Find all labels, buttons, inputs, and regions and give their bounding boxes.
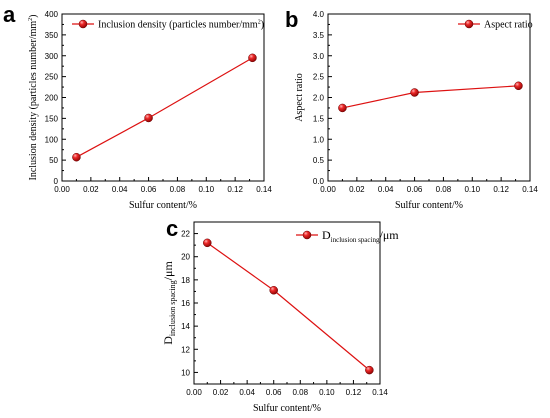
legend-label: Dinclusion spacing/μm [322, 228, 399, 244]
data-point [514, 81, 523, 91]
x-tick-label: 0.10 [319, 388, 335, 397]
y-tick-label: 100 [45, 135, 59, 144]
x-tick-label: 0.08 [170, 185, 186, 194]
legend-label-sup: 2 [258, 20, 261, 26]
data-point [72, 152, 81, 162]
x-tick-label: 0.00 [320, 185, 336, 194]
y-tick-label: 14 [181, 322, 190, 331]
data-point [410, 88, 419, 97]
y-tick-label: 12 [181, 345, 190, 354]
y-tick-label: 4.0 [313, 10, 325, 19]
x-tick-label: 0.12 [227, 185, 243, 194]
x-tick-label: 0.02 [83, 185, 99, 194]
y-tick-label: 2.0 [313, 94, 325, 103]
y-tick-label: 1.0 [313, 135, 325, 144]
x-axis-title: Sulfur content/% [129, 200, 197, 211]
x-tick-label: 0.08 [436, 185, 452, 194]
data-point [365, 365, 374, 375]
x-axis-title: Sulfur content/% [253, 403, 321, 414]
y-axis-title-main: Inclusion density (particles number/mm [28, 21, 39, 181]
x-tick-label: 0.10 [464, 185, 480, 194]
y-tick-label: 1.5 [313, 114, 325, 123]
y-axis-title: Dinclusion spacing/μm [161, 261, 177, 345]
panel-letter-b: b [285, 7, 298, 32]
x-tick-label: 0.14 [256, 185, 272, 194]
panel-a: a 0.00 0.02 0.04 0.06 0.08 0.10 0.12 0.14 0 50 100 1… [3, 2, 272, 211]
y-axis-title-main: D [161, 336, 175, 345]
plot-frame [61, 13, 265, 182]
panel-letter-a: a [3, 2, 16, 27]
y-tick-label: 0.5 [313, 156, 325, 165]
x-tick-label: 0.04 [378, 185, 394, 194]
y-tick-label: 16 [181, 299, 190, 308]
y-tick-label: 250 [45, 73, 59, 82]
x-tick-label: 0.12 [493, 185, 509, 194]
y-tick-label: 22 [181, 230, 190, 239]
series-line [342, 85, 519, 109]
legend-label-unit: /μm [379, 228, 399, 242]
plot-frame [193, 221, 381, 385]
y-tick-label: 50 [49, 156, 58, 165]
y-axis-title-sub: inclusion spacing [168, 280, 177, 336]
legend-label-close: ) [261, 20, 264, 31]
data-point [248, 53, 257, 63]
x-axis-title: Sulfur content/% [395, 200, 463, 211]
legend-label-main: Inclusion density (particles number/mm [98, 20, 258, 31]
y-tick-label: 3.5 [313, 31, 325, 40]
y-tick-label: 400 [45, 10, 59, 19]
plot-frame [327, 13, 531, 182]
x-tick-label: 0.14 [522, 185, 538, 194]
x-tick-label: 0.04 [112, 185, 128, 194]
x-tick-label: 0.02 [213, 388, 229, 397]
legend-label-sub: inclusion spacing [331, 236, 380, 244]
panel-c: c 0.00 0.02 0.04 0.06 0.08 0.10 0.12 0.14 10 12 14 1… [161, 216, 399, 414]
x-tick-label: 0.08 [292, 388, 308, 397]
legend-label-main: Aspect ratio [484, 20, 533, 31]
series-line [76, 57, 253, 158]
panel-letter-c: c [166, 216, 178, 241]
y-tick-label: 3.0 [313, 52, 325, 61]
y-axis-title-unit: /μm [161, 261, 175, 281]
y-tick-label: 300 [45, 52, 59, 61]
x-tick-label: 0.00 [54, 185, 70, 194]
y-tick-label: 0 [54, 177, 59, 186]
x-tick-label: 0.02 [349, 185, 365, 194]
legend-label-main: D [322, 228, 331, 242]
y-tick-label: 350 [45, 31, 59, 40]
data-point [203, 238, 212, 248]
legend-marker [464, 19, 474, 29]
series-line [206, 242, 370, 371]
x-tick-label: 0.10 [198, 185, 214, 194]
x-tick-label: 0.04 [239, 388, 255, 397]
y-axis-title-main: Aspect ratio [294, 73, 305, 122]
x-tick-label: 0.14 [372, 388, 388, 397]
y-axis-title: Inclusion density (particles number/mm2) [28, 14, 39, 180]
legend-label: Inclusion density (particles number/mm2) [98, 20, 264, 31]
y-tick-label: 10 [181, 368, 190, 377]
y-tick-label: 2.5 [313, 73, 325, 82]
data-point [144, 113, 153, 123]
legend-marker [302, 230, 312, 240]
data-point [338, 103, 347, 113]
legend-label: Aspect ratio [484, 20, 533, 31]
y-tick-label: 150 [45, 114, 59, 123]
legend-marker [78, 19, 88, 29]
x-tick-label: 0.06 [407, 185, 423, 194]
y-tick-label: 18 [181, 276, 190, 285]
x-tick-label: 0.12 [346, 388, 362, 397]
x-tick-label: 0.06 [266, 388, 282, 397]
y-axis-title-close: ) [28, 14, 39, 17]
x-tick-label: 0.06 [141, 185, 157, 194]
y-axis-title-sup: 2 [28, 18, 34, 21]
panel-b: b 0.00 0.02 0.04 0.06 0.08 0.10 0.12 0.14 0.0 0.5 1… [285, 7, 538, 211]
data-point [269, 286, 278, 295]
x-tick-label: 0.00 [186, 388, 202, 397]
y-axis-title: Aspect ratio [294, 73, 305, 122]
y-tick-label: 20 [181, 253, 190, 262]
y-tick-label: 200 [45, 94, 59, 103]
y-tick-label: 0.0 [313, 177, 325, 186]
